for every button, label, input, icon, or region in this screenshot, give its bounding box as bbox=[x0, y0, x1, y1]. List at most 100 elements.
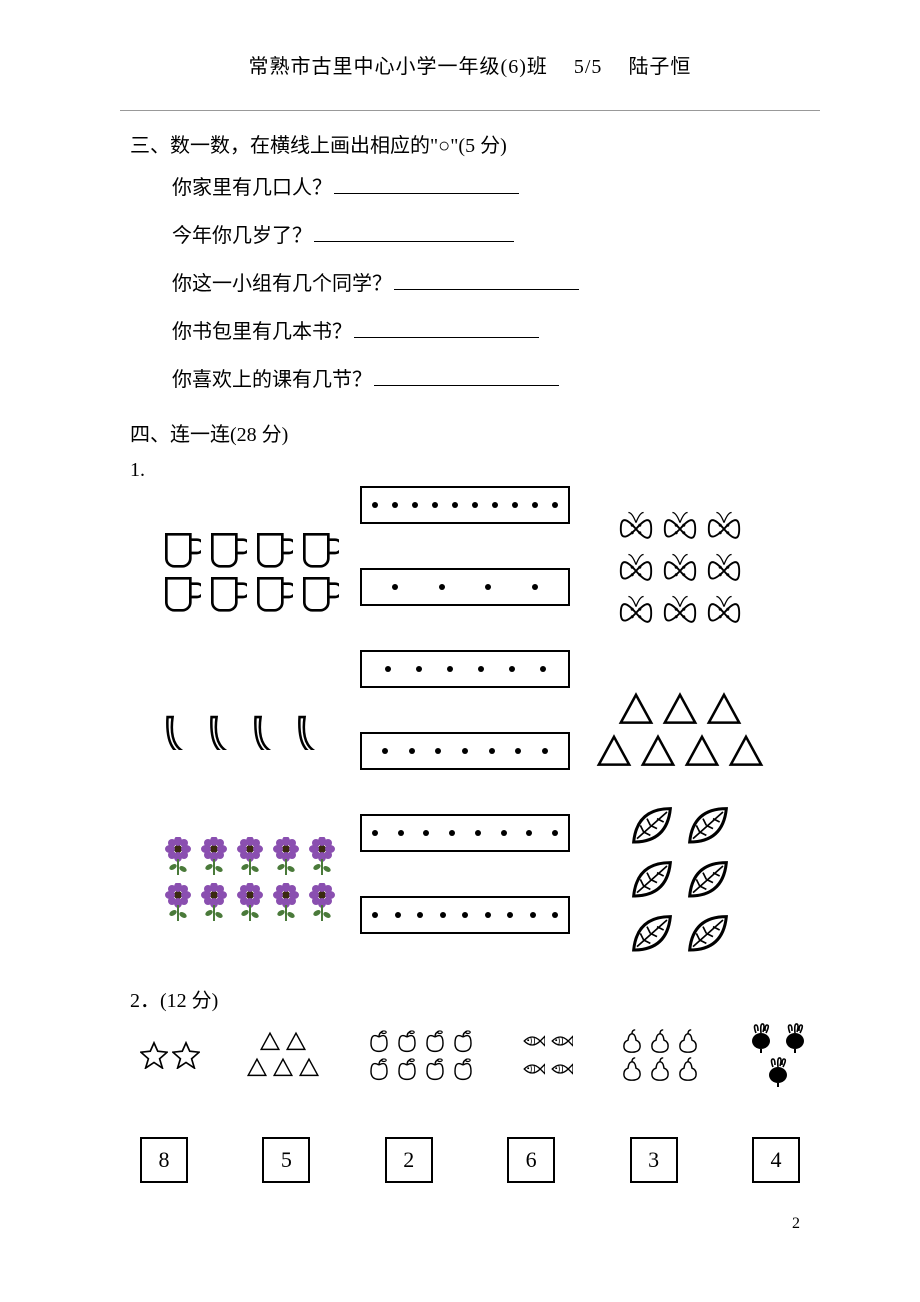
icon-row bbox=[165, 712, 335, 750]
icon-group-banana bbox=[165, 712, 335, 750]
apple-icon bbox=[395, 1029, 419, 1053]
answer-blank[interactable] bbox=[354, 315, 539, 338]
cup-icon bbox=[207, 529, 247, 569]
butterfly-icon bbox=[617, 552, 655, 590]
icon-row bbox=[617, 552, 743, 590]
fish-icon bbox=[521, 1029, 545, 1053]
p2-group-pear bbox=[620, 1029, 700, 1081]
answer-blank[interactable] bbox=[334, 171, 519, 194]
dot-icon bbox=[515, 748, 521, 754]
icon-row bbox=[367, 1057, 475, 1081]
flower-icon bbox=[307, 837, 337, 879]
s3-question: 你这一小组有几个同学？ bbox=[172, 264, 810, 304]
cup-icon bbox=[253, 573, 293, 613]
icon-row bbox=[746, 1023, 810, 1053]
triangle-icon bbox=[298, 1057, 320, 1079]
dot-icon bbox=[412, 502, 418, 508]
dot-icon bbox=[416, 666, 422, 672]
apple-icon bbox=[367, 1029, 391, 1053]
icon-row bbox=[163, 837, 337, 879]
star-icon bbox=[172, 1041, 200, 1069]
number-box: 6 bbox=[507, 1137, 555, 1183]
dot-row bbox=[372, 912, 558, 918]
p1-right-cell bbox=[580, 656, 780, 806]
leaf-icon bbox=[683, 910, 733, 960]
icon-row bbox=[595, 733, 765, 771]
flower-icon bbox=[199, 883, 229, 925]
number-box: 3 bbox=[630, 1137, 678, 1183]
icon-row bbox=[140, 1041, 200, 1069]
dot-row bbox=[372, 830, 558, 836]
dot-icon bbox=[432, 502, 438, 508]
icon-row bbox=[259, 1031, 307, 1053]
s3-question-text: 你书包里有几本书？ bbox=[172, 321, 352, 343]
cup-icon bbox=[299, 573, 339, 613]
icon-row bbox=[161, 573, 339, 613]
dot-icon bbox=[449, 830, 455, 836]
answer-blank[interactable] bbox=[394, 267, 579, 290]
icon-row bbox=[620, 1057, 700, 1081]
dot-icon bbox=[472, 502, 478, 508]
dot-icon bbox=[489, 748, 495, 754]
p1-right-cell bbox=[580, 806, 780, 956]
butterfly-icon bbox=[661, 594, 699, 632]
icon-group-butterfly bbox=[617, 510, 743, 632]
icon-row bbox=[627, 910, 733, 960]
butterfly-icon bbox=[705, 594, 743, 632]
icon-row bbox=[627, 802, 733, 852]
number-box: 2 bbox=[385, 1137, 433, 1183]
dot-icon bbox=[392, 502, 398, 508]
dot-box bbox=[360, 814, 570, 852]
apple-icon bbox=[423, 1029, 447, 1053]
dot-icon bbox=[392, 584, 398, 590]
dot-box bbox=[360, 650, 570, 688]
dot-icon bbox=[532, 502, 538, 508]
s3-question: 你家里有几口人？ bbox=[172, 168, 810, 208]
apple-icon bbox=[451, 1057, 475, 1081]
section3-questions: 你家里有几口人？今年你几岁了？你这一小组有几个同学？你书包里有几本书？你喜欢上的… bbox=[130, 168, 810, 400]
dot-icon bbox=[372, 502, 378, 508]
number-box: 5 bbox=[262, 1137, 310, 1183]
icon-row bbox=[620, 1029, 700, 1053]
star-icon bbox=[140, 1041, 168, 1069]
radish-icon bbox=[780, 1023, 810, 1053]
butterfly-icon bbox=[617, 594, 655, 632]
dot-icon bbox=[492, 502, 498, 508]
dot-icon bbox=[478, 666, 484, 672]
flower-icon bbox=[235, 837, 265, 879]
triangle-icon bbox=[617, 691, 655, 729]
item2-label: 2．(12 分) bbox=[130, 984, 810, 1013]
answer-blank[interactable] bbox=[314, 219, 514, 242]
dot-row bbox=[372, 748, 558, 754]
fish-icon bbox=[549, 1057, 573, 1081]
header-rule bbox=[120, 110, 820, 111]
dot-icon bbox=[462, 912, 468, 918]
dot-icon bbox=[532, 584, 538, 590]
s3-question: 你书包里有几本书？ bbox=[172, 312, 810, 352]
p1-left-cell bbox=[150, 486, 350, 656]
icon-group-apple bbox=[367, 1029, 475, 1081]
number-box: 8 bbox=[140, 1137, 188, 1183]
dot-icon bbox=[542, 748, 548, 754]
flower-icon bbox=[271, 883, 301, 925]
icon-group-fish bbox=[521, 1029, 573, 1081]
banana-icon bbox=[209, 712, 247, 750]
dot-icon bbox=[398, 830, 404, 836]
icon-group-cup bbox=[161, 529, 339, 613]
answer-blank[interactable] bbox=[374, 363, 559, 386]
p2-group-star bbox=[140, 1041, 200, 1069]
dot-icon bbox=[552, 830, 558, 836]
icon-row bbox=[617, 691, 743, 729]
p1-left-cell bbox=[150, 656, 350, 806]
dot-icon bbox=[435, 748, 441, 754]
flower-icon bbox=[199, 837, 229, 879]
p2-group-fish bbox=[521, 1029, 573, 1081]
banana-icon bbox=[297, 712, 335, 750]
butterfly-icon bbox=[661, 510, 699, 548]
s3-question: 今年你几岁了？ bbox=[172, 216, 810, 256]
pear-icon bbox=[648, 1029, 672, 1053]
banana-icon bbox=[253, 712, 291, 750]
leaf-icon bbox=[683, 856, 733, 906]
page-header: 常熟市古里中心小学一年级(6)班 5/5 陆子恒 bbox=[130, 50, 810, 85]
pear-icon bbox=[620, 1029, 644, 1053]
